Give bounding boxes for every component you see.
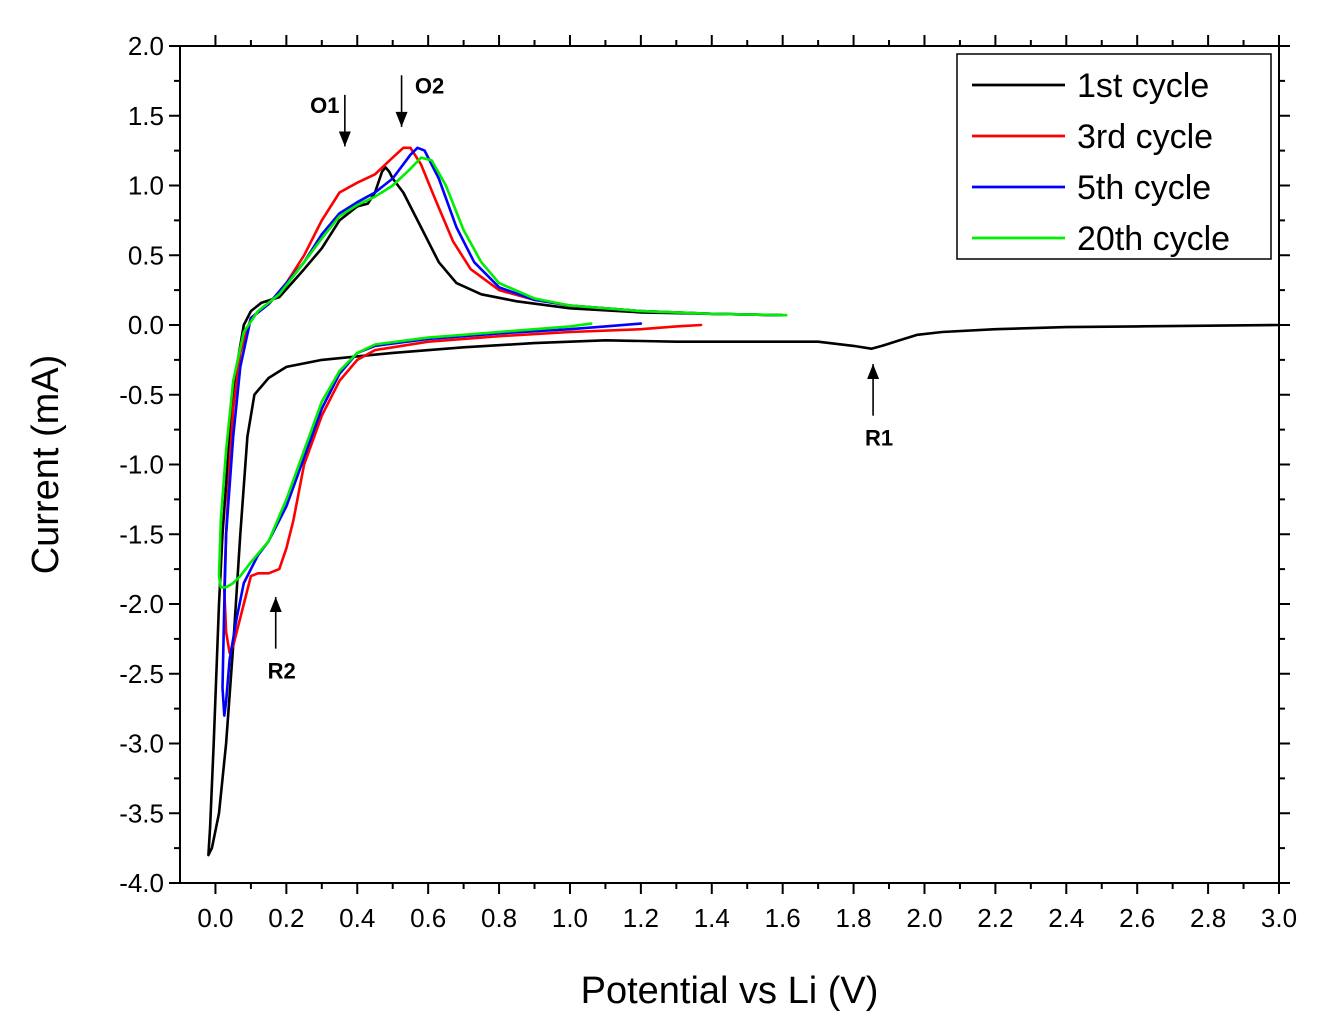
y-tick-label: -0.5 [119, 380, 164, 410]
legend-label-4: 20th cycle [1077, 220, 1230, 258]
x-tick-label: 1.4 [694, 903, 730, 933]
x-tick-label: 2.2 [977, 903, 1013, 933]
x-tick-label: 0.0 [197, 903, 233, 933]
x-tick-label: 2.4 [1048, 903, 1084, 933]
legend-box [956, 53, 1272, 260]
y-tick-label: -2.0 [119, 589, 164, 619]
annotation-arrow-head [867, 364, 880, 380]
x-tick-label: 1.6 [765, 903, 801, 933]
y-tick-label: -2.5 [119, 659, 164, 689]
x-tick-label: 3.0 [1261, 903, 1297, 933]
x-axis-title: Potential vs Li (V) [581, 970, 879, 1012]
x-tick-label: 0.6 [410, 903, 446, 933]
legend-label-2: 3rd cycle [1077, 118, 1213, 156]
x-tick-label: 2.6 [1119, 903, 1155, 933]
annotation-label: O2 [415, 73, 444, 98]
x-tick-label: 2.0 [906, 903, 942, 933]
y-tick-label: -4.0 [119, 868, 164, 898]
series-line-3 [221, 146, 784, 717]
annotation-label: R1 [865, 426, 893, 451]
series-lines [207, 146, 1281, 857]
y-tick-label: 1.0 [128, 171, 164, 201]
legend-label-3: 5th cycle [1077, 169, 1211, 207]
x-tick-label: 0.8 [481, 903, 517, 933]
series-line-4 [217, 156, 788, 589]
annotation-arrow-head [269, 597, 282, 613]
ticks: 0.0 0.2 0.4 0.6 0.8 1.0 1.2 1.4 1.6 1.8 2.0 2.2 2.4 2… [119, 31, 1297, 933]
x-tick-label: 1.0 [552, 903, 588, 933]
y-tick-label: 2.0 [128, 31, 164, 61]
legend: 1st cycle 3rd cycle 5th cycle 20th cycle [956, 53, 1272, 260]
peak-annotations: O1 O2 R1 R2 [268, 73, 893, 683]
y-tick-label: -3.5 [119, 798, 164, 828]
y-tick-label: -3.0 [119, 729, 164, 759]
annotation-label: R2 [268, 659, 296, 684]
y-tick-label: 0.0 [128, 310, 164, 340]
series-line-1 [207, 166, 1281, 857]
x-tick-label: 2.8 [1190, 903, 1226, 933]
x-tick-label: 0.4 [339, 903, 375, 933]
y-tick-label: -1.5 [119, 519, 164, 549]
annotation-arrow-head [338, 131, 351, 147]
x-tick-label: 0.2 [268, 903, 304, 933]
legend-label-1: 1st cycle [1077, 67, 1209, 105]
y-axis-title: Current (mA) [25, 355, 67, 575]
y-tick-label: -1.0 [119, 450, 164, 480]
x-tick-label: 1.2 [623, 903, 659, 933]
annotation-label: O1 [310, 93, 339, 118]
series-line-2 [223, 146, 784, 655]
y-tick-label: 1.5 [128, 101, 164, 131]
annotation-arrow-head [395, 111, 408, 127]
y-tick-label: 0.5 [128, 240, 164, 270]
x-tick-label: 1.8 [836, 903, 872, 933]
